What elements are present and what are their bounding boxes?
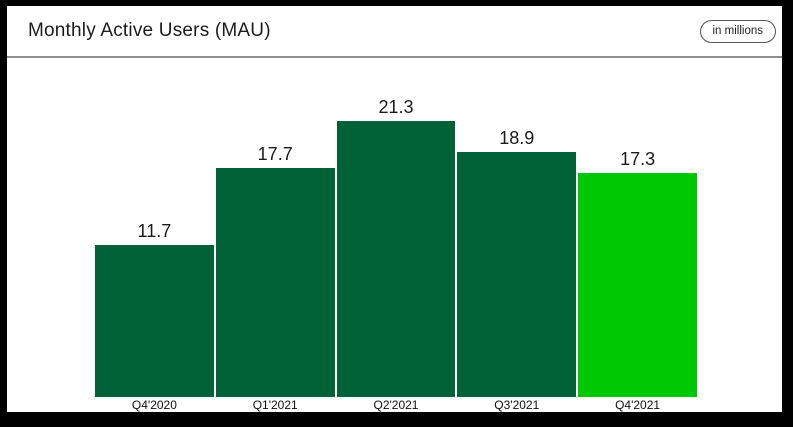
bar-category-label: Q2'2021: [373, 398, 419, 412]
bar-value-label: 21.3: [378, 97, 414, 117]
bar-value-label: 18.9: [499, 128, 535, 148]
bar-Q3'2021: 18.9 Q3'2021: [457, 128, 577, 412]
bar-Q4'2020: 11.7 Q4'2020: [95, 221, 214, 412]
bar-Q4'2021: 17.3 Q4'2021: [578, 149, 697, 412]
bar-Q1'2021: 17.7 Q1'2021: [215, 144, 335, 412]
bars-group: 11.7 Q4'2020 17.7 Q1'2021 21.3 Q2'2021 18.9 Q3'…: [95, 97, 697, 412]
chart-card: Monthly Active Users (MAU) in millions 1…: [7, 6, 782, 412]
bar-category-label: Q3'2021: [494, 398, 540, 412]
bar-value-label: 17.3: [620, 149, 656, 169]
units-badge: in millions: [699, 19, 776, 43]
bar-chart: 11.7 Q4'2020 17.7 Q1'2021 21.3 Q2'2021 18.9 Q3'…: [7, 60, 782, 412]
bar-category-label: Q1'2021: [252, 398, 298, 412]
bar-rect: 21.3: [336, 97, 456, 397]
chart-header: Monthly Active Users (MAU) in millions: [7, 6, 782, 58]
bar-rect: 17.7: [215, 144, 335, 397]
bar-value-label: 17.7: [257, 144, 293, 164]
bar-rect: 11.7: [95, 221, 214, 397]
bar-rect: 17.3: [578, 149, 697, 397]
chart-title: Monthly Active Users (MAU): [28, 20, 271, 41]
bar-Q2'2021: 21.3 Q2'2021: [336, 97, 456, 412]
bar-category-label: Q4'2021: [615, 398, 661, 412]
bar-rect: 18.9: [457, 128, 577, 397]
bar-category-label: Q4'2020: [131, 398, 177, 412]
bar-value-label: 11.7: [137, 221, 172, 241]
